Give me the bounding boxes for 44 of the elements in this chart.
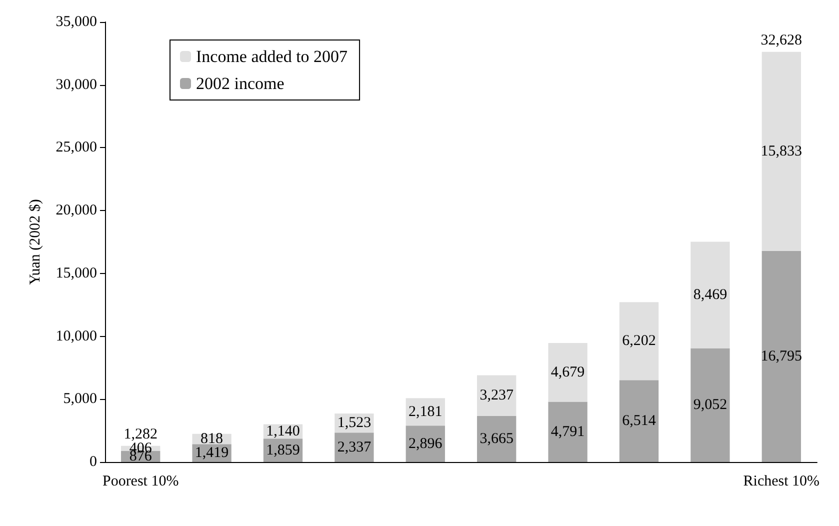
data-label: 8,469 <box>693 286 728 303</box>
data-label: 3,237 <box>480 388 514 404</box>
y-tick-label: 10,000 <box>56 328 97 344</box>
data-label: 2,337 <box>337 439 372 456</box>
bar <box>548 402 588 462</box>
y-tick-label: 30,000 <box>56 76 97 93</box>
y-tick-label: 35,000 <box>56 14 97 30</box>
total-label: 1,282 <box>124 426 158 442</box>
bar <box>690 348 730 462</box>
y-tick-label: 15,000 <box>56 265 97 282</box>
data-label: 6,514 <box>622 413 656 430</box>
data-label: 818 <box>200 431 224 448</box>
total-label: 32,628 <box>760 32 802 48</box>
data-label: 2,896 <box>408 436 443 452</box>
bar <box>762 250 801 462</box>
data-label: 1,859 <box>266 442 300 458</box>
x-tick-label: Richest 10% <box>743 474 820 490</box>
y-tick-label: 20,000 <box>56 202 97 219</box>
bar <box>477 375 516 416</box>
data-label: 1,523 <box>337 415 372 432</box>
y-tick-label: 25,000 <box>56 140 97 156</box>
data-label: 4,679 <box>550 364 585 380</box>
bar <box>619 380 659 462</box>
data-label: 6,202 <box>622 333 656 350</box>
bar <box>762 52 801 251</box>
bar <box>334 432 374 462</box>
y-tick-label: 0 <box>90 454 97 470</box>
data-label: 1,140 <box>266 423 300 440</box>
data-label: 16,795 <box>760 348 802 364</box>
legend-label: Income added to 2007 <box>196 47 348 66</box>
legend-label: 2002 income <box>196 74 284 93</box>
data-label: 4,791 <box>550 424 585 440</box>
bar <box>690 242 730 348</box>
bar <box>619 302 659 380</box>
data-label: 2,181 <box>408 404 442 420</box>
bar <box>477 416 516 462</box>
y-axis-title: Yuan (2002 $) <box>28 199 44 285</box>
y-tick-label: 5,000 <box>63 391 97 408</box>
data-label: 9,052 <box>693 397 728 414</box>
x-tick-label: Poorest 10% <box>102 474 179 490</box>
data-label: 15,833 <box>760 143 802 160</box>
bar <box>548 342 588 402</box>
data-label: 3,665 <box>480 430 514 447</box>
data-label: 1,419 <box>194 445 229 462</box>
